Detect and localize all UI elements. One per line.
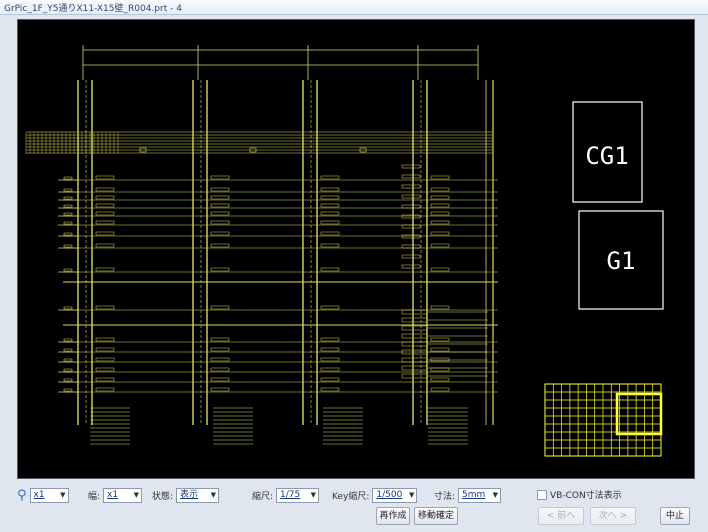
g1-section-box: G1	[578, 210, 664, 310]
window-title: GrPic_1F_Y5通りX11-X15壁_R004.prt - 4	[4, 4, 182, 14]
vbcon-checkbox-label: VB-CON寸法表示	[550, 491, 622, 501]
vbcon-checkbox[interactable]	[537, 489, 547, 500]
magnifier-icon[interactable]: ⚲	[17, 488, 27, 503]
key-scale-group: Key縮尺: 1/500 ▼	[332, 488, 418, 503]
width-select[interactable]: x1 ▼	[103, 488, 143, 503]
state-label: 状態:	[152, 492, 174, 502]
g1-label: G1	[607, 247, 636, 275]
dim-label: 寸法:	[434, 492, 456, 502]
zoom-group: ⚲ x1 ▼	[17, 488, 69, 503]
scale-group: 縮尺: 1/75 ▼	[252, 488, 320, 503]
next-button[interactable]: 次へ >	[590, 507, 636, 525]
move-confirm-button[interactable]: 移動確定	[414, 507, 458, 525]
state-group: 状態: 表示 ▼	[152, 488, 220, 503]
prev-button[interactable]: < 前へ	[538, 507, 584, 525]
stop-button[interactable]: 中止	[660, 507, 690, 525]
dim-group: 寸法: 5mm ▼	[434, 488, 502, 503]
key-scale-label: Key縮尺:	[332, 492, 370, 502]
key-plan	[544, 383, 663, 457]
zoom-select[interactable]: x1 ▼	[29, 488, 69, 503]
cad-drawing: CG1 G1	[25, 45, 664, 457]
bottom-toolbar: ⚲ x1 ▼ 幅: x1 ▼ 状態: 表示 ▼ 縮尺: 1/75 ▼ Key縮尺: 1/…	[0, 481, 708, 532]
redraw-button[interactable]: 再作成	[376, 507, 410, 525]
title-bar: GrPic_1F_Y5通りX11-X15壁_R004.prt - 4	[0, 0, 708, 15]
scale-label: 縮尺:	[252, 492, 274, 502]
cg1-section-box: CG1	[572, 101, 643, 203]
state-select[interactable]: 表示 ▼	[176, 488, 220, 503]
vbcon-checkbox-group[interactable]: VB-CON寸法表示	[537, 488, 622, 501]
cg1-label: CG1	[585, 142, 628, 170]
width-label: 幅:	[88, 492, 101, 502]
key-scale-select[interactable]: 1/500 ▼	[372, 488, 418, 503]
scale-select[interactable]: 1/75 ▼	[276, 488, 320, 503]
dim-select[interactable]: 5mm ▼	[458, 488, 502, 503]
width-group: 幅: x1 ▼	[88, 488, 143, 503]
drawing-canvas[interactable]: CG1 G1	[17, 19, 695, 479]
